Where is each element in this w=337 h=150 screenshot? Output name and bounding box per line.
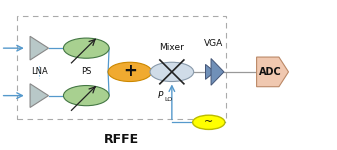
Text: +: + bbox=[123, 62, 137, 80]
Circle shape bbox=[150, 62, 194, 82]
Bar bbox=[18, 16, 225, 119]
Text: RFFE: RFFE bbox=[104, 133, 139, 146]
Polygon shape bbox=[30, 84, 49, 108]
Text: ADC: ADC bbox=[258, 67, 281, 77]
Polygon shape bbox=[206, 64, 215, 79]
Polygon shape bbox=[30, 36, 49, 60]
Circle shape bbox=[63, 85, 109, 106]
Circle shape bbox=[108, 62, 152, 82]
Text: PS: PS bbox=[81, 67, 91, 76]
Circle shape bbox=[193, 115, 225, 129]
Circle shape bbox=[63, 38, 109, 58]
Text: LNA: LNA bbox=[31, 67, 48, 76]
Text: P: P bbox=[157, 91, 163, 100]
Text: VGA: VGA bbox=[204, 39, 223, 48]
Polygon shape bbox=[211, 58, 224, 85]
Text: Mixer: Mixer bbox=[159, 43, 184, 52]
Text: LO: LO bbox=[164, 97, 173, 102]
Polygon shape bbox=[256, 57, 288, 87]
Text: ~: ~ bbox=[204, 117, 213, 127]
